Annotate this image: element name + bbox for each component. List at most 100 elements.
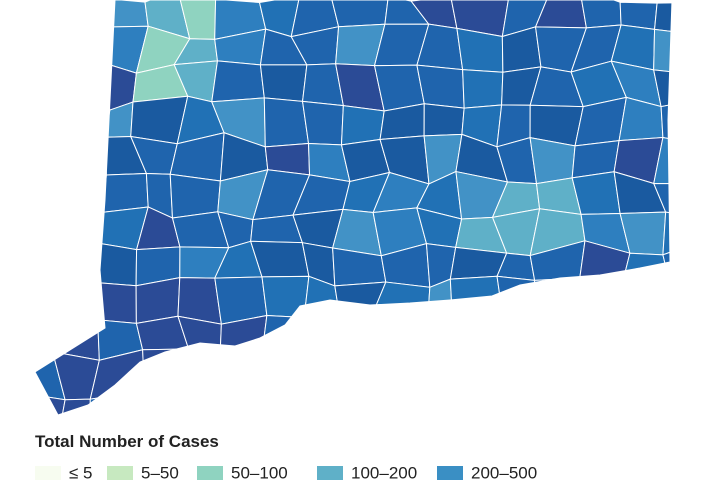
town [545, 385, 587, 415]
town [259, 383, 309, 415]
town [60, 398, 91, 415]
town [301, 100, 344, 146]
town [582, 318, 625, 363]
town [376, 355, 425, 395]
town [652, 182, 672, 218]
town [181, 385, 221, 415]
legend-label: 5–50 [141, 463, 179, 480]
town [340, 105, 385, 146]
town [615, 391, 669, 415]
town [468, 387, 508, 415]
town [579, 277, 625, 327]
town [500, 317, 545, 364]
town [299, 316, 350, 355]
legend-swatch [437, 466, 463, 480]
town [578, 0, 622, 29]
town [177, 315, 222, 359]
town [49, 209, 103, 244]
town [35, 110, 69, 141]
town [215, 383, 264, 415]
town [211, 60, 265, 103]
town [35, 280, 70, 316]
town [691, 396, 720, 429]
town [259, 64, 308, 102]
town [468, 359, 504, 398]
town [534, 277, 588, 320]
town [55, 26, 101, 73]
town [543, 351, 587, 398]
town [423, 103, 465, 137]
town [292, 385, 351, 415]
town [650, 360, 672, 399]
town [292, 350, 350, 389]
town [618, 312, 655, 363]
town [456, 27, 504, 73]
town [35, 242, 70, 292]
town [694, 178, 720, 217]
town [35, 24, 66, 73]
legend: ≤ 5 5–50 50–100 100–200 200–500 [35, 463, 537, 480]
town [143, 390, 190, 415]
town [660, 98, 672, 147]
town [49, 59, 111, 112]
town [694, 136, 720, 184]
town [261, 275, 310, 318]
town [215, 356, 263, 387]
town [67, 136, 107, 176]
town [260, 314, 305, 359]
town [101, 172, 149, 213]
town [55, 0, 101, 30]
town [259, 353, 301, 389]
town [91, 241, 138, 287]
town [691, 280, 720, 316]
town [35, 311, 70, 359]
town [697, 358, 720, 398]
town [701, 217, 720, 250]
town [620, 282, 671, 327]
legend-label: 200–500 [471, 463, 537, 480]
town [654, 1, 672, 37]
town [35, 66, 66, 112]
town [699, 72, 720, 99]
town [55, 241, 96, 292]
town [416, 64, 465, 109]
town [422, 313, 470, 361]
legend-swatch [197, 466, 223, 480]
town [49, 109, 111, 140]
town [697, 314, 720, 361]
town [330, 0, 389, 28]
town [529, 136, 576, 185]
town [135, 276, 181, 324]
town [338, 385, 384, 415]
town [413, 387, 470, 415]
town [340, 316, 379, 363]
legend-label: 50–100 [231, 463, 288, 480]
town [701, 0, 720, 36]
town [415, 355, 470, 395]
town [653, 28, 672, 76]
town [181, 348, 221, 399]
town [501, 351, 547, 398]
town [652, 282, 672, 315]
town [534, 317, 588, 358]
town [702, 99, 720, 146]
town [142, 348, 190, 399]
legend-swatch [317, 466, 343, 480]
legend-label: ≤ 5 [69, 463, 93, 480]
town [451, 313, 504, 364]
legend-swatch [35, 466, 61, 480]
town [571, 171, 621, 215]
town [653, 136, 672, 185]
town [582, 356, 621, 401]
town [575, 395, 621, 415]
town [699, 32, 720, 75]
town [449, 275, 505, 322]
town [462, 69, 504, 109]
town [92, 0, 149, 28]
town [650, 313, 672, 363]
legend-title: Total Number of Cases [35, 432, 219, 451]
town [653, 69, 672, 108]
town [35, 209, 58, 245]
town [68, 281, 99, 321]
